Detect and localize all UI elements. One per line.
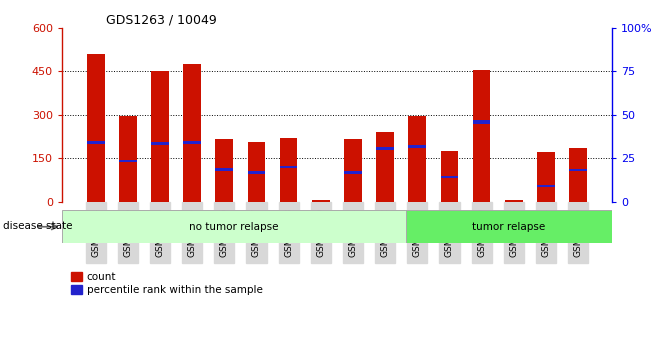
Bar <box>151 142 169 145</box>
Bar <box>87 141 105 144</box>
Bar <box>376 147 394 150</box>
Text: disease state: disease state <box>3 221 73 231</box>
Bar <box>184 141 201 144</box>
Bar <box>473 70 490 202</box>
Bar <box>119 116 137 202</box>
Bar <box>247 171 266 174</box>
Bar <box>505 200 523 202</box>
Bar <box>215 168 233 171</box>
Legend: count, percentile rank within the sample: count, percentile rank within the sample <box>67 267 267 299</box>
Bar <box>344 171 362 174</box>
Bar <box>441 176 458 178</box>
Bar <box>408 116 426 202</box>
Bar <box>280 138 298 202</box>
Bar <box>119 160 137 162</box>
Bar <box>312 200 329 202</box>
Text: no tumor relapse: no tumor relapse <box>189 222 279 232</box>
Bar <box>184 64 201 202</box>
Bar <box>280 166 298 168</box>
Bar <box>441 151 458 202</box>
Bar <box>344 139 362 202</box>
Bar <box>569 148 587 202</box>
Bar <box>406 210 612 243</box>
Bar <box>408 145 426 148</box>
Bar <box>62 210 406 243</box>
Bar <box>151 71 169 202</box>
Bar <box>376 132 394 202</box>
Bar <box>537 152 555 202</box>
Bar <box>87 54 105 202</box>
Bar <box>473 120 490 124</box>
Bar <box>537 185 555 187</box>
Bar <box>247 142 266 202</box>
Text: tumor relapse: tumor relapse <box>472 222 546 232</box>
Bar <box>215 139 233 202</box>
Text: GDS1263 / 10049: GDS1263 / 10049 <box>106 13 217 27</box>
Bar <box>569 169 587 171</box>
